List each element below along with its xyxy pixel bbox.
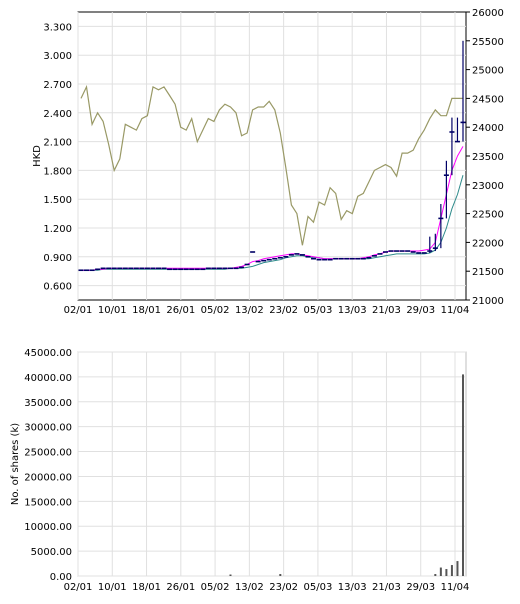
y-right-tick-label: 22000 [472,238,504,249]
y-right-tick-label: 26000 [472,8,504,19]
y-right-tick-label: 24500 [472,94,504,105]
y-right-tick-label: 24000 [472,123,504,134]
y-right-tick-label: 22500 [472,210,504,221]
y-tick-label: 15000.00 [24,497,72,508]
y-left-tick-label: 1.800 [43,166,72,177]
y-tick-label: 10000.00 [24,522,72,533]
x-tick-label: 29/03 [406,582,435,593]
x-tick-label: 10/01 [98,582,127,593]
x-tick-label: 11/04 [441,582,470,593]
y-tick-label: 35000.00 [24,398,72,409]
y-left-tick-label: 1.500 [43,195,72,206]
y-axis-label: No. of shares (k) [10,423,21,505]
y-left-tick-label: 0.600 [43,282,72,293]
x-tick-label: 18/01 [132,582,161,593]
x-tick-label: 29/03 [406,305,435,316]
y-tick-label: 30000.00 [24,423,72,434]
y-right-tick-label: 21500 [472,267,504,278]
x-tick-label: 18/01 [132,305,161,316]
y-tick-label: 0.00 [50,572,72,583]
plot-frame [77,351,467,577]
index-series-line [80,84,463,246]
y-left-tick-label: 2.700 [43,80,72,91]
y-tick-label: 40000.00 [24,373,72,384]
x-tick-label: 21/03 [372,305,401,316]
x-tick-label: 26/01 [166,305,195,316]
volume-bar [229,574,232,576]
y-left-tick-label: 3.000 [43,51,72,62]
y-tick-label: 5000.00 [31,547,72,558]
x-tick-label: 10/01 [98,305,127,316]
x-tick-label: 02/01 [64,305,93,316]
y-right-tick-label: 23500 [472,152,504,163]
x-tick-label: 13/02 [235,305,264,316]
y-right-tick-label: 21000 [472,296,504,307]
y-right-tick-label: 23000 [472,181,504,192]
volume-bar [456,561,459,576]
x-tick-label: 05/03 [303,582,332,593]
x-tick-label: 05/02 [201,582,230,593]
volume-bar [434,574,437,576]
y-right-tick-label: 25000 [472,66,504,77]
y-left-tick-label: 2.100 [43,138,72,149]
volume-bar [450,565,453,576]
volume-bar [279,574,282,576]
x-tick-label: 02/01 [64,582,93,593]
x-tick-label: 05/03 [303,305,332,316]
x-tick-label: 23/02 [269,305,298,316]
y-tick-label: 25000.00 [24,448,72,459]
x-tick-label: 21/03 [372,582,401,593]
x-tick-label: 13/03 [338,305,367,316]
x-tick-label: 23/02 [269,582,298,593]
y-tick-label: 20000.00 [24,472,72,483]
x-tick-label: 11/04 [441,305,470,316]
y-right-tick-label: 25500 [472,37,504,48]
y-tick-label: 45000.00 [24,348,72,359]
x-tick-label: 05/02 [201,305,230,316]
y-left-tick-label: 3.300 [43,22,72,33]
x-tick-label: 13/02 [235,582,264,593]
y-left-tick-label: 0.900 [43,253,72,264]
ma-long-series-line [81,175,464,271]
y-left-tick-label: 1.200 [43,224,72,235]
volume-bar [439,567,442,576]
x-tick-label: 13/03 [338,582,367,593]
volume-bar [445,569,448,576]
price-chart: 02/01 10/01 18/01 26/01 05/02 13/02 23/02 05/03… [32,8,504,316]
volume-bar [462,374,464,576]
y-axis-label: HKD [32,145,43,167]
y-left-tick-label: 2.400 [43,109,72,120]
x-tick-label: 26/01 [166,582,195,593]
volume-chart: 02/01 10/01 18/01 26/01 05/02 13/02 23/02 05/03… [10,348,469,593]
ma-short-series-line [81,146,464,271]
